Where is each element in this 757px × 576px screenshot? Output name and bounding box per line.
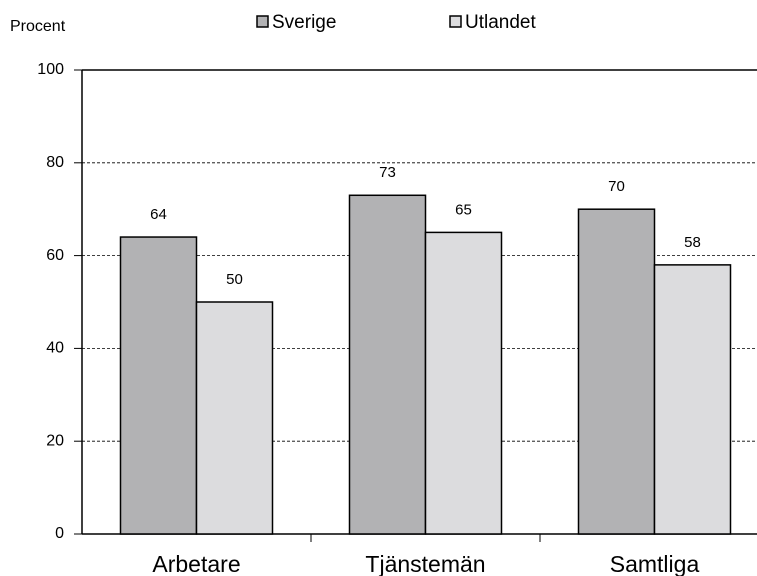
bar [195,301,274,535]
bar [424,231,503,535]
y-tick-label: 20 [46,432,64,449]
y-tick-label: 60 [46,247,64,264]
bar [348,194,427,535]
bar [653,264,732,535]
x-tick-label: Samtliga [610,551,700,576]
bar [577,208,656,535]
y-axis-label: Procent [10,18,66,35]
legend-label: Sverige [272,12,336,33]
data-label: 73 [379,164,396,181]
y-tick-label: 80 [46,154,64,171]
bar [119,236,198,535]
data-label: 64 [150,206,167,223]
y-tick-label: 100 [37,61,64,78]
data-label: 58 [684,234,701,251]
data-label: 50 [226,271,243,288]
legend-label: Utlandet [465,12,536,33]
y-tick-label: 40 [46,340,64,357]
y-tick-label: 0 [55,525,64,542]
legend-swatch [256,15,269,28]
x-tick-label: Arbetare [152,551,240,576]
data-label: 65 [455,201,472,218]
x-tick-label: Tjänstemän [365,551,485,576]
data-label: 70 [608,178,625,195]
legend-swatch [449,15,462,28]
